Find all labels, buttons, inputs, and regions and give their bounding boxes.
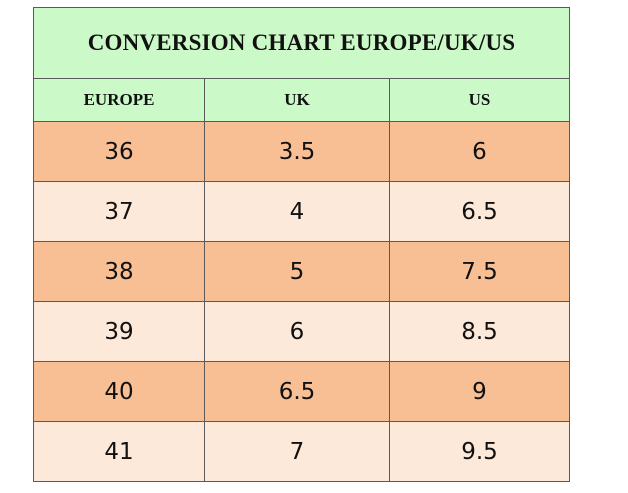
header-us: US: [389, 78, 570, 122]
cell-uk: 6: [204, 301, 390, 362]
cell-us: 6.5: [389, 181, 570, 242]
conversion-chart-table: CONVERSION CHART EUROPE/UK/US EUROPE UK …: [33, 7, 570, 482]
cell-uk: 6.5: [204, 361, 390, 422]
chart-title: CONVERSION CHART EUROPE/UK/US: [33, 7, 570, 79]
cell-uk: 5: [204, 241, 390, 302]
title-row: CONVERSION CHART EUROPE/UK/US: [33, 7, 570, 79]
table-row: 38 5 7.5: [33, 241, 570, 302]
cell-europe: 38: [33, 241, 205, 302]
header-row: EUROPE UK US: [33, 78, 570, 122]
cell-europe: 41: [33, 421, 205, 482]
cell-europe: 39: [33, 301, 205, 362]
table-row: 39 6 8.5: [33, 301, 570, 362]
header-uk: UK: [204, 78, 390, 122]
cell-europe: 36: [33, 121, 205, 182]
table-row: 36 3.5 6: [33, 121, 570, 182]
cell-europe: 40: [33, 361, 205, 422]
cell-us: 9.5: [389, 421, 570, 482]
cell-us: 9: [389, 361, 570, 422]
table-row: 37 4 6.5: [33, 181, 570, 242]
header-europe: EUROPE: [33, 78, 205, 122]
cell-europe: 37: [33, 181, 205, 242]
cell-us: 6: [389, 121, 570, 182]
cell-us: 7.5: [389, 241, 570, 302]
cell-uk: 4: [204, 181, 390, 242]
table-row: 41 7 9.5: [33, 421, 570, 482]
cell-us: 8.5: [389, 301, 570, 362]
table-row: 40 6.5 9: [33, 361, 570, 422]
cell-uk: 3.5: [204, 121, 390, 182]
cell-uk: 7: [204, 421, 390, 482]
